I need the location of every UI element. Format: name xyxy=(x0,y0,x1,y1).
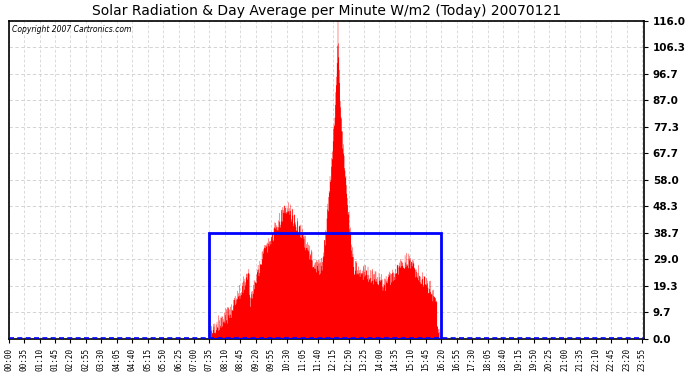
Title: Solar Radiation & Day Average per Minute W/m2 (Today) 20070121: Solar Radiation & Day Average per Minute… xyxy=(92,4,561,18)
Bar xyxy=(210,232,441,339)
Text: Copyright 2007 Cartronics.com: Copyright 2007 Cartronics.com xyxy=(12,26,131,34)
